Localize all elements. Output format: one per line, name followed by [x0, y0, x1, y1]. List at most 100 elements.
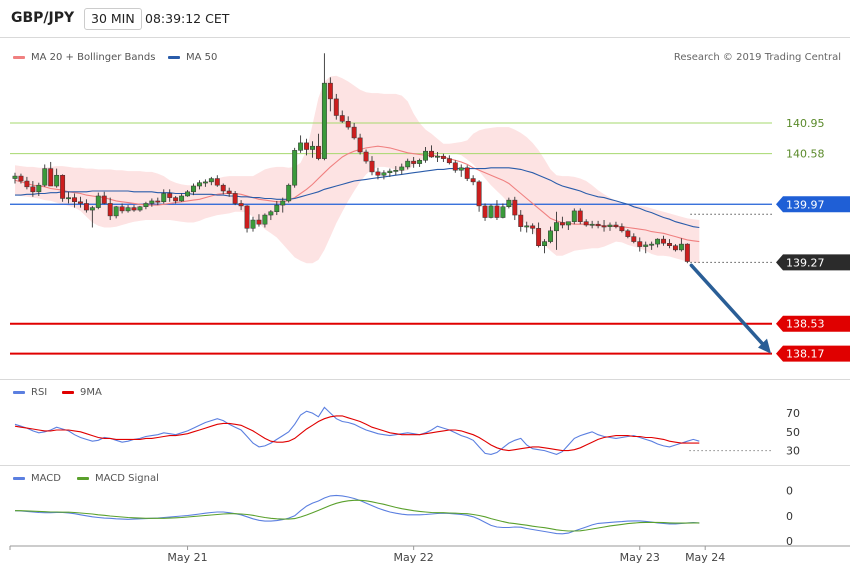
candle [393, 166, 399, 176]
candle-body [36, 184, 42, 193]
candle [78, 196, 83, 208]
candle [280, 197, 286, 213]
level-label-0: 140.95 [786, 117, 825, 130]
candle-body [197, 182, 202, 187]
candle [423, 147, 429, 163]
candle [12, 172, 18, 184]
candle-body [107, 203, 113, 217]
candle [530, 223, 536, 235]
candle-body [316, 145, 321, 159]
candle [191, 183, 196, 196]
candle [60, 174, 66, 202]
candle-body [274, 204, 280, 212]
candle [214, 175, 220, 187]
rsi-ma9-line [14, 415, 700, 452]
candle-body [268, 211, 274, 216]
candle-body [298, 142, 304, 151]
candle [548, 226, 553, 244]
candle [649, 241, 655, 250]
candle-body [12, 175, 18, 179]
candle-body [250, 219, 256, 229]
candle [589, 220, 595, 229]
candle [345, 116, 351, 130]
candle [655, 238, 661, 248]
candle [440, 153, 446, 162]
candle [197, 180, 202, 190]
candle [321, 53, 327, 161]
candle [66, 191, 71, 204]
candle-body [30, 186, 36, 193]
rsi-divider [0, 379, 850, 380]
candle-body [649, 243, 655, 246]
candle [167, 189, 173, 202]
candle-body [673, 245, 678, 251]
candle-body [244, 205, 250, 229]
candle-body [327, 82, 333, 100]
candle-body [387, 170, 393, 173]
candle [494, 200, 500, 221]
candle [185, 190, 191, 197]
x-axis-label: May 23 [620, 551, 660, 564]
candle-body [417, 160, 423, 164]
candle-body [488, 205, 494, 218]
candle-body [321, 82, 327, 159]
candle [238, 200, 244, 211]
candle-body [518, 214, 524, 227]
candle [113, 205, 119, 219]
timeframe-selector[interactable]: 30 MIN [84, 8, 142, 30]
candle [512, 196, 518, 221]
candle [95, 192, 101, 210]
candle-body [470, 178, 476, 183]
candle [244, 205, 250, 233]
candle-body [375, 171, 381, 176]
legend-swatch-macd-signal [77, 476, 89, 480]
candle-body [625, 230, 631, 237]
candle [298, 135, 304, 153]
candle [179, 193, 185, 202]
candle-body [601, 225, 607, 228]
legend-label-rsi: RSI [31, 387, 48, 398]
legend-macd: MACD [13, 473, 61, 484]
candle [18, 173, 24, 184]
candle [351, 122, 357, 140]
candle-body [512, 199, 518, 216]
candle [577, 208, 583, 225]
candle-body [137, 206, 143, 211]
candle-body [214, 178, 220, 186]
rsi-tick-label: 50 [786, 426, 800, 439]
candle [202, 179, 208, 187]
header-bar: GBP/JPY 30 MIN 08:39:12 CET [0, 0, 850, 36]
candle-body [238, 203, 244, 207]
candle-body [256, 219, 262, 225]
candle-body [595, 223, 601, 227]
candle-body [339, 115, 345, 122]
candle [274, 200, 280, 216]
candle-body [393, 170, 399, 172]
candle-body [607, 224, 613, 227]
candle-body [125, 207, 131, 212]
candle-body [583, 221, 589, 226]
candle [583, 219, 589, 227]
candle [637, 237, 643, 252]
candle-body [500, 206, 506, 218]
header-divider [0, 37, 850, 38]
level-tag-2 [776, 196, 850, 213]
candle-body [423, 150, 429, 161]
level-tag-3 [776, 254, 850, 271]
candle-body [167, 193, 173, 198]
legend-swatch-rsi [13, 390, 25, 394]
candle-body [72, 197, 77, 203]
candle [316, 133, 321, 161]
x-axis-label: May 21 [167, 551, 207, 564]
candle-body [101, 195, 107, 204]
candle-body [351, 126, 357, 139]
candle [613, 221, 619, 229]
candle [250, 216, 256, 232]
candle [643, 241, 649, 254]
rsi-line [14, 406, 700, 455]
candle [286, 183, 292, 203]
candle [518, 210, 524, 232]
candle-body [571, 210, 577, 222]
candle [101, 191, 107, 205]
